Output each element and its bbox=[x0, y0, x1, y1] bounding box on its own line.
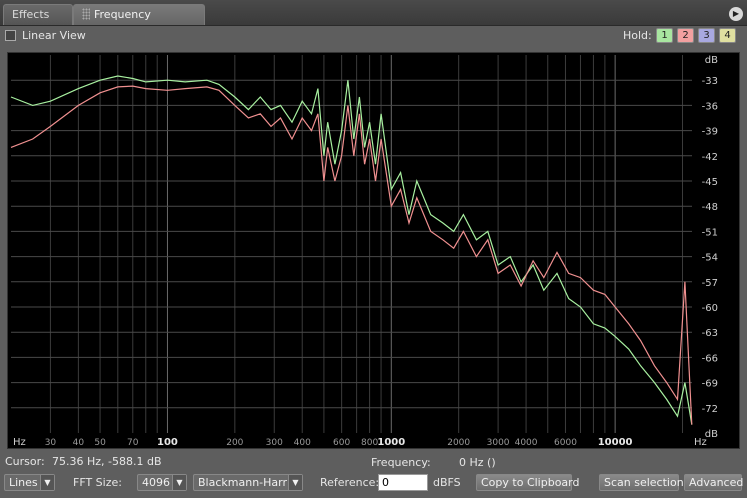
y-axis-unit-label: dB bbox=[705, 429, 718, 440]
copy-to-clipboard-button[interactable]: Copy to Clipboard bbox=[476, 474, 579, 491]
chevron-down-icon: ▼ bbox=[172, 475, 186, 490]
x-tick-label: 800 bbox=[361, 438, 378, 448]
x-tick-label: 400 bbox=[294, 438, 311, 448]
y-tick-label: -54 bbox=[702, 253, 718, 264]
chevron-down-icon: ▼ bbox=[40, 475, 54, 490]
frequency-value: 0 Hz () bbox=[459, 456, 496, 469]
scan-selection-button[interactable]: Scan selection bbox=[599, 474, 684, 491]
y-tick-label: -42 bbox=[702, 152, 718, 163]
series-line-2 bbox=[10, 85, 693, 425]
y-tick-label: -69 bbox=[702, 379, 718, 390]
window-value: Blackmann-Harris bbox=[198, 476, 296, 489]
hold-label: Hold: bbox=[623, 29, 652, 42]
hold-button-1[interactable]: 1 bbox=[656, 28, 673, 43]
y-tick-label: -57 bbox=[702, 278, 718, 289]
frequency-label: Frequency: bbox=[371, 456, 431, 469]
cursor-value: 75.36 Hz, -588.1 dB bbox=[52, 455, 162, 468]
tab-label: Effects bbox=[12, 8, 50, 21]
reference-label: Reference: bbox=[320, 476, 380, 489]
linear-view-label: Linear View bbox=[22, 29, 86, 42]
y-axis-unit-label: dB bbox=[705, 55, 718, 66]
x-axis-unit-label: Hz bbox=[694, 437, 707, 448]
x-tick-label: 6000 bbox=[554, 438, 577, 448]
y-tick-label: -66 bbox=[702, 353, 718, 364]
status-toolbar: Cursor: 75.36 Hz, -588.1 dB Frequency: 0… bbox=[0, 452, 747, 498]
y-tick-label: -60 bbox=[702, 303, 718, 314]
x-tick-label: 1000 bbox=[377, 437, 405, 448]
y-tick-label: -33 bbox=[702, 76, 718, 87]
x-tick-label: 30 bbox=[45, 438, 57, 448]
x-tick-label: 300 bbox=[266, 438, 283, 448]
x-tick-label: 40 bbox=[73, 438, 85, 448]
options-bar: Linear View Hold: 1 2 3 4 bbox=[0, 26, 747, 46]
y-tick-label: -39 bbox=[702, 127, 718, 138]
display-mode-value: Lines bbox=[9, 476, 38, 489]
display-mode-dropdown[interactable]: Lines ▼ bbox=[4, 474, 55, 491]
x-tick-label: 2000 bbox=[447, 438, 470, 448]
x-tick-label: 70 bbox=[127, 438, 139, 448]
y-tick-label: -45 bbox=[702, 177, 718, 188]
tab-bar: Effects Frequency Analysis× ▶ bbox=[0, 0, 747, 41]
x-axis-unit-label: Hz bbox=[13, 437, 26, 448]
x-tick-label: 50 bbox=[94, 438, 106, 448]
cursor-label: Cursor: bbox=[5, 455, 45, 468]
hold-button-2[interactable]: 2 bbox=[677, 28, 694, 43]
y-tick-label: -36 bbox=[702, 101, 718, 112]
x-tick-label: 100 bbox=[157, 437, 178, 448]
advanced-button[interactable]: Advanced bbox=[684, 474, 743, 491]
y-tick-label: -72 bbox=[702, 404, 718, 415]
fft-size-label: FFT Size: bbox=[73, 476, 122, 489]
x-tick-label: 4000 bbox=[515, 438, 538, 448]
hold-button-4[interactable]: 4 bbox=[719, 28, 736, 43]
reference-unit: dBFS bbox=[433, 476, 461, 489]
window-dropdown[interactable]: Blackmann-Harris ▼ bbox=[193, 474, 303, 491]
spectrum-chart[interactable]: -33 -36 -39 -42 -45 -48 -51 -54 -57 -60 -63 -66 -69 -… bbox=[8, 53, 739, 448]
y-tick-label: -48 bbox=[702, 202, 718, 213]
drag-grip-icon[interactable] bbox=[82, 8, 90, 20]
frequency-plot[interactable]: -33 -36 -39 -42 -45 -48 -51 -54 -57 -60 -63 -66 -69 -… bbox=[7, 52, 740, 449]
x-tick-label: 200 bbox=[226, 438, 243, 448]
tab-effects[interactable]: Effects bbox=[3, 4, 73, 25]
x-tick-label: 10000 bbox=[598, 437, 633, 448]
y-tick-label: -63 bbox=[702, 328, 718, 339]
fft-size-value: 4096 bbox=[142, 476, 170, 489]
fft-size-dropdown[interactable]: 4096 ▼ bbox=[137, 474, 187, 491]
reference-input[interactable]: 0 bbox=[378, 474, 428, 491]
hold-button-3[interactable]: 3 bbox=[698, 28, 715, 43]
y-tick-label: -51 bbox=[702, 227, 718, 238]
panel-menu-icon[interactable]: ▶ bbox=[729, 7, 743, 21]
x-tick-label: 3000 bbox=[487, 438, 510, 448]
tab-frequency-analysis[interactable]: Frequency Analysis× bbox=[73, 4, 205, 41]
chevron-down-icon: ▼ bbox=[288, 475, 302, 490]
linear-view-checkbox[interactable] bbox=[5, 30, 16, 41]
x-tick-label: 600 bbox=[333, 438, 350, 448]
series-line-1 bbox=[10, 75, 693, 425]
